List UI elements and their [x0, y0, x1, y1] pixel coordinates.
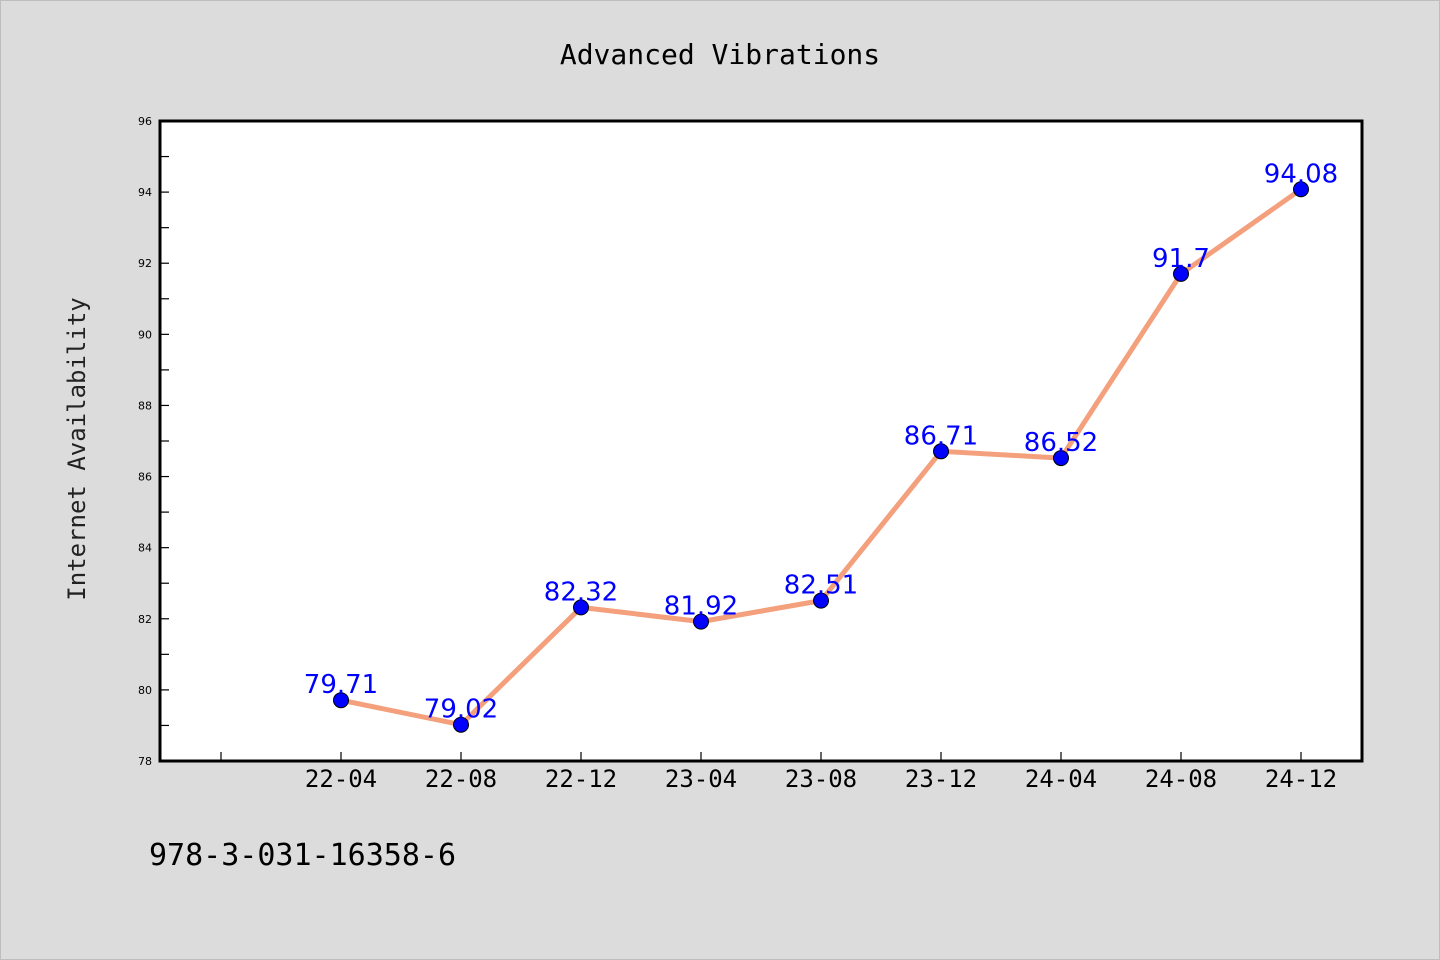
data-label: 79.02: [424, 695, 498, 725]
x-tick-label: 24-12: [1265, 765, 1337, 793]
data-label: 82.32: [544, 577, 618, 607]
y-axis-label: Internet Availability: [63, 297, 91, 600]
y-tick-label: 96: [138, 115, 152, 128]
y-tick-label: 86: [138, 471, 152, 484]
x-tick-label: 23-12: [905, 765, 977, 793]
data-label: 86.71: [904, 421, 978, 451]
data-label: 86.52: [1024, 428, 1098, 458]
y-tick-label: 80: [138, 684, 152, 697]
y-tick-label: 94: [138, 186, 152, 199]
plot-area: [160, 121, 1362, 761]
data-label: 91.7: [1152, 244, 1210, 274]
y-tick-label: 92: [138, 257, 152, 270]
y-tick-label: 90: [138, 328, 152, 341]
y-tick-label: 82: [138, 613, 152, 626]
data-label: 82.51: [784, 571, 858, 601]
y-tick-label: 88: [138, 399, 152, 412]
isbn-footnote: 978-3-031-16358-6: [149, 838, 456, 873]
x-tick-label: 23-04: [665, 765, 737, 793]
x-tick-label: 22-04: [305, 765, 377, 793]
x-tick-label: 22-08: [425, 765, 497, 793]
data-label: 81.92: [664, 592, 738, 622]
x-tick-label: 22-12: [545, 765, 617, 793]
data-label: 79.71: [304, 670, 378, 700]
x-tick-label: 23-08: [785, 765, 857, 793]
x-tick-label: 24-04: [1025, 765, 1097, 793]
y-tick-label: 84: [138, 542, 152, 555]
y-tick-label: 78: [138, 755, 152, 768]
data-label: 94.08: [1264, 159, 1338, 189]
chart-title: Advanced Vibrations: [560, 38, 880, 71]
x-tick-label: 24-08: [1145, 765, 1217, 793]
